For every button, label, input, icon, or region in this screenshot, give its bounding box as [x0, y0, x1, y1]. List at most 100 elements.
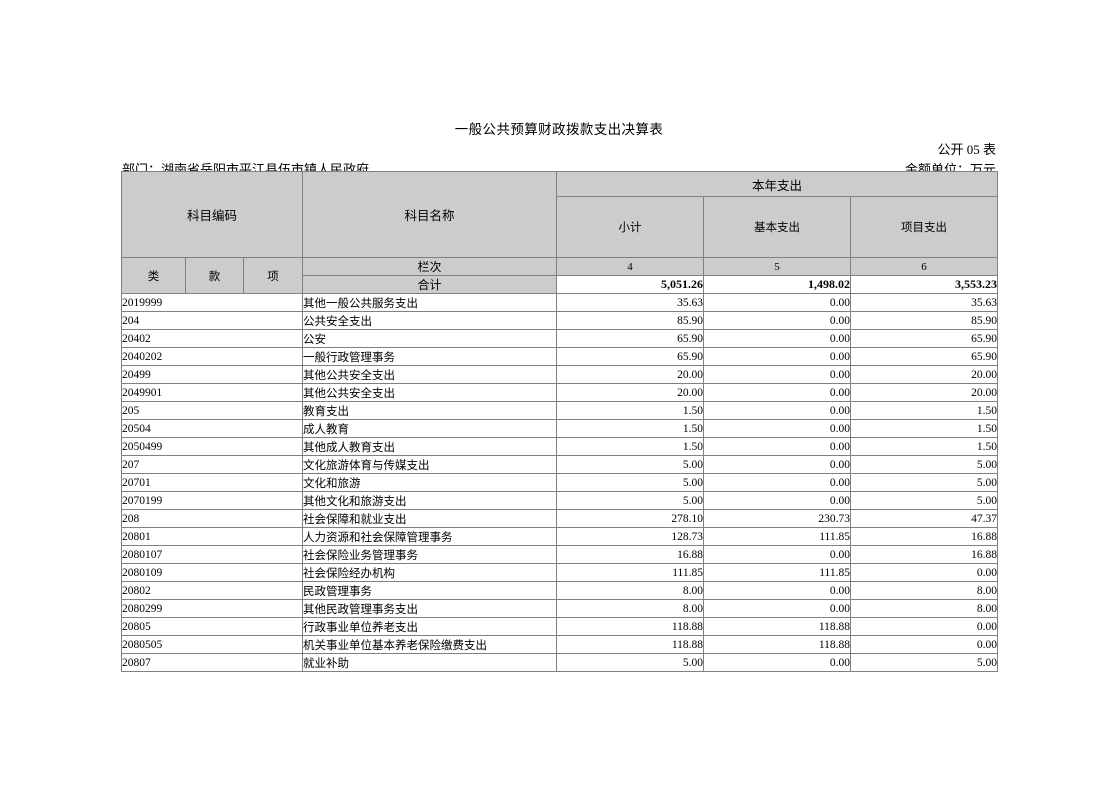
- row-project: 0.00: [850, 617, 999, 636]
- row-name: 一般行政管理事务: [302, 347, 558, 366]
- table-total-row: 合计 5,051.26 1,498.02 3,553.23: [122, 275, 999, 294]
- row-project: 5.00: [850, 473, 999, 492]
- total-label: 合计: [302, 275, 558, 294]
- row-name: 其他公共安全支出: [302, 383, 558, 402]
- row-name: 社会保险业务管理事务: [302, 545, 558, 564]
- row-project: 5.00: [850, 491, 999, 510]
- form-number: 公开 05 表: [937, 142, 996, 157]
- row-basic: 0.00: [703, 401, 852, 420]
- header-column-subtotal: 小计: [556, 196, 705, 258]
- row-name: 公安: [302, 329, 558, 348]
- row-name: 民政管理事务: [302, 581, 558, 600]
- row-subtotal: 85.90: [556, 311, 705, 330]
- budget-table: 科目编码 科目名称 本年支出 小计 基本支出 项目支出 类 款 项 栏次 4: [120, 171, 999, 672]
- row-subtotal: 5.00: [556, 455, 705, 474]
- table-header-row-3: 类 款 项 栏次 4 5 6: [121, 257, 999, 294]
- row-name: 人力资源和社会保障管理事务: [302, 527, 558, 546]
- table-row: 2050499 其他成人教育支出 1.50 0.00 1.50: [120, 437, 999, 456]
- row-subtotal: 1.50: [556, 437, 705, 456]
- table-row: 2080107 社会保险业务管理事务 16.88 0.00 16.88: [120, 545, 999, 564]
- row-name: 行政事业单位养老支出: [302, 617, 558, 636]
- row-name: 其他民政管理事务支出: [302, 599, 558, 618]
- row-subtotal: 8.00: [556, 581, 705, 600]
- table-row: 2019999 其他一般公共服务支出 35.63 0.00 35.63: [120, 293, 999, 312]
- row-subtotal: 1.50: [556, 419, 705, 438]
- row-basic: 111.85: [703, 563, 852, 582]
- table-row: 2080505 机关事业单位基本养老保险缴费支出 118.88 118.88 0.00: [120, 635, 999, 654]
- row-project: 20.00: [850, 383, 999, 402]
- row-name: 社会保险经办机构: [302, 563, 558, 582]
- table-row: 207 文化旅游体育与传媒支出 5.00 0.00 5.00: [120, 455, 999, 474]
- row-code: 20499: [120, 365, 304, 384]
- table-row: 20802 民政管理事务 8.00 0.00 8.00: [120, 581, 999, 600]
- row-project: 20.00: [850, 365, 999, 384]
- row-subtotal: 65.90: [556, 329, 705, 348]
- row-code: 20802: [120, 581, 304, 600]
- row-basic: 118.88: [703, 635, 852, 654]
- table-row: 20805 行政事业单位养老支出 118.88 118.88 0.00: [120, 617, 999, 636]
- row-subtotal: 5.00: [556, 491, 705, 510]
- row-subtotal: 118.88: [556, 635, 705, 654]
- row-name: 文化和旅游: [302, 473, 558, 492]
- row-code: 20402: [120, 329, 304, 348]
- header-column-index-label: 栏次: [302, 257, 558, 276]
- table-row: 20801 人力资源和社会保障管理事务 128.73 111.85 16.88: [120, 527, 999, 546]
- row-project: 0.00: [850, 563, 999, 582]
- header-column-basic: 基本支出: [703, 196, 852, 258]
- row-project: 65.90: [850, 329, 999, 348]
- row-name: 其他成人教育支出: [302, 437, 558, 456]
- row-project: 1.50: [850, 419, 999, 438]
- budget-table-container: 科目编码 科目名称 本年支出 小计 基本支出 项目支出 类 款 项 栏次 4: [120, 171, 999, 672]
- row-project: 35.63: [850, 293, 999, 312]
- row-basic: 118.88: [703, 617, 852, 636]
- header-code-group: 科目编码: [120, 171, 304, 258]
- row-code: 205: [120, 401, 304, 420]
- row-subtotal: 8.00: [556, 599, 705, 618]
- row-basic: 0.00: [703, 545, 852, 564]
- row-code: 2050499: [120, 437, 304, 456]
- row-subtotal: 5.00: [556, 653, 705, 672]
- table-row: 208 社会保障和就业支出 278.10 230.73 47.37: [120, 509, 999, 528]
- row-basic: 230.73: [703, 509, 852, 528]
- row-subtotal: 5.00: [556, 473, 705, 492]
- row-code: 2019999: [120, 293, 304, 312]
- row-code: 204: [120, 311, 304, 330]
- row-basic: 0.00: [703, 581, 852, 600]
- page-title: 一般公共预算财政拨款支出决算表: [454, 122, 664, 137]
- row-project: 0.00: [850, 635, 999, 654]
- row-project: 1.50: [850, 437, 999, 456]
- table-row: 2040202 一般行政管理事务 65.90 0.00 65.90: [120, 347, 999, 366]
- table-header-row-2: 小计 基本支出 项目支出: [122, 196, 999, 258]
- table-body: 2019999 其他一般公共服务支出 35.63 0.00 35.63 204 公共安全支出…: [120, 293, 999, 672]
- table-row: 20499 其他公共安全支出 20.00 0.00 20.00: [120, 365, 999, 384]
- row-code: 207: [120, 455, 304, 474]
- row-basic: 0.00: [703, 455, 852, 474]
- row-project: 16.88: [850, 545, 999, 564]
- table-row: 2049901 其他公共安全支出 20.00 0.00 20.00: [120, 383, 999, 402]
- row-subtotal: 16.88: [556, 545, 705, 564]
- row-code: 20801: [120, 527, 304, 546]
- table-row: 20402 公安 65.90 0.00 65.90: [120, 329, 999, 348]
- table-row: 2070199 其他文化和旅游支出 5.00 0.00 5.00: [120, 491, 999, 510]
- row-basic: 0.00: [703, 437, 852, 456]
- row-code: 20807: [120, 653, 304, 672]
- row-project: 16.88: [850, 527, 999, 546]
- row-project: 5.00: [850, 653, 999, 672]
- table-header-row-1: 科目编码 科目名称 本年支出: [120, 171, 999, 258]
- row-subtotal: 35.63: [556, 293, 705, 312]
- total-basic: 1,498.02: [703, 275, 852, 294]
- row-basic: 0.00: [703, 329, 852, 348]
- row-basic: 111.85: [703, 527, 852, 546]
- row-name: 社会保障和就业支出: [302, 509, 558, 528]
- header-column-index-6: 6: [850, 257, 999, 276]
- row-code: 2049901: [120, 383, 304, 402]
- row-basic: 0.00: [703, 653, 852, 672]
- header-code-xiang: 项: [242, 257, 304, 294]
- row-name: 教育支出: [302, 401, 558, 420]
- row-basic: 0.00: [703, 419, 852, 438]
- row-name: 公共安全支出: [302, 311, 558, 330]
- header-column-project: 项目支出: [850, 196, 999, 258]
- table-row: 204 公共安全支出 85.90 0.00 85.90: [120, 311, 999, 330]
- row-name: 其他一般公共服务支出: [302, 293, 558, 312]
- header-code-lei: 类: [121, 257, 186, 294]
